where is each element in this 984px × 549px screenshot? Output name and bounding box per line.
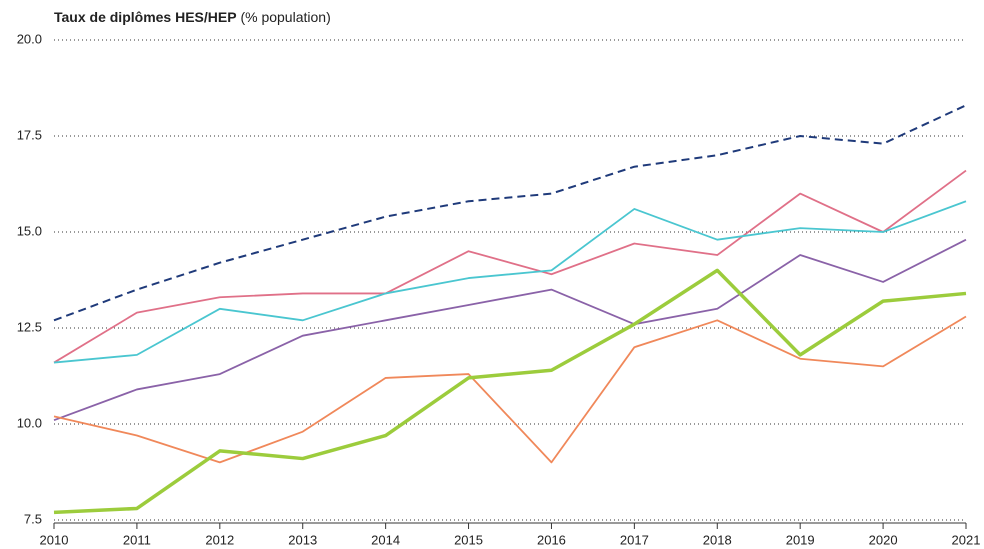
series-line	[53, 268, 967, 515]
y-tick-label: 20.0	[17, 31, 42, 46]
x-tick-label: 2012	[205, 532, 234, 547]
x-tick-label: 2019	[786, 532, 815, 547]
y-tick-label: 7.5	[24, 511, 42, 526]
x-tick-label: 2016	[537, 532, 566, 547]
series-line	[53, 200, 967, 364]
x-tick-label: 2010	[40, 532, 69, 547]
series-line	[53, 238, 967, 422]
series-line	[53, 315, 967, 464]
x-tick-label: 2015	[454, 532, 483, 547]
y-tick-label: 12.5	[17, 319, 42, 334]
x-tick-label: 2021	[952, 532, 981, 547]
x-tick-label: 2017	[620, 532, 649, 547]
x-tick-label: 2018	[703, 532, 732, 547]
chart-title: Taux de diplômes HES/HEP	[54, 9, 237, 25]
y-tick-label: 15.0	[17, 223, 42, 238]
series-line	[53, 169, 967, 364]
series-line	[53, 104, 967, 322]
chart-subtitle: (% population)	[240, 9, 330, 25]
x-tick-label: 2020	[869, 532, 898, 547]
x-tick-label: 2011	[123, 532, 151, 547]
chart-title-group: Taux de diplômes HES/HEP (% population)	[54, 9, 331, 25]
y-tick-label: 10.0	[17, 415, 42, 430]
x-tick-label: 2013	[288, 532, 317, 547]
y-tick-label: 17.5	[17, 127, 42, 142]
x-tick-label: 2014	[371, 532, 400, 547]
